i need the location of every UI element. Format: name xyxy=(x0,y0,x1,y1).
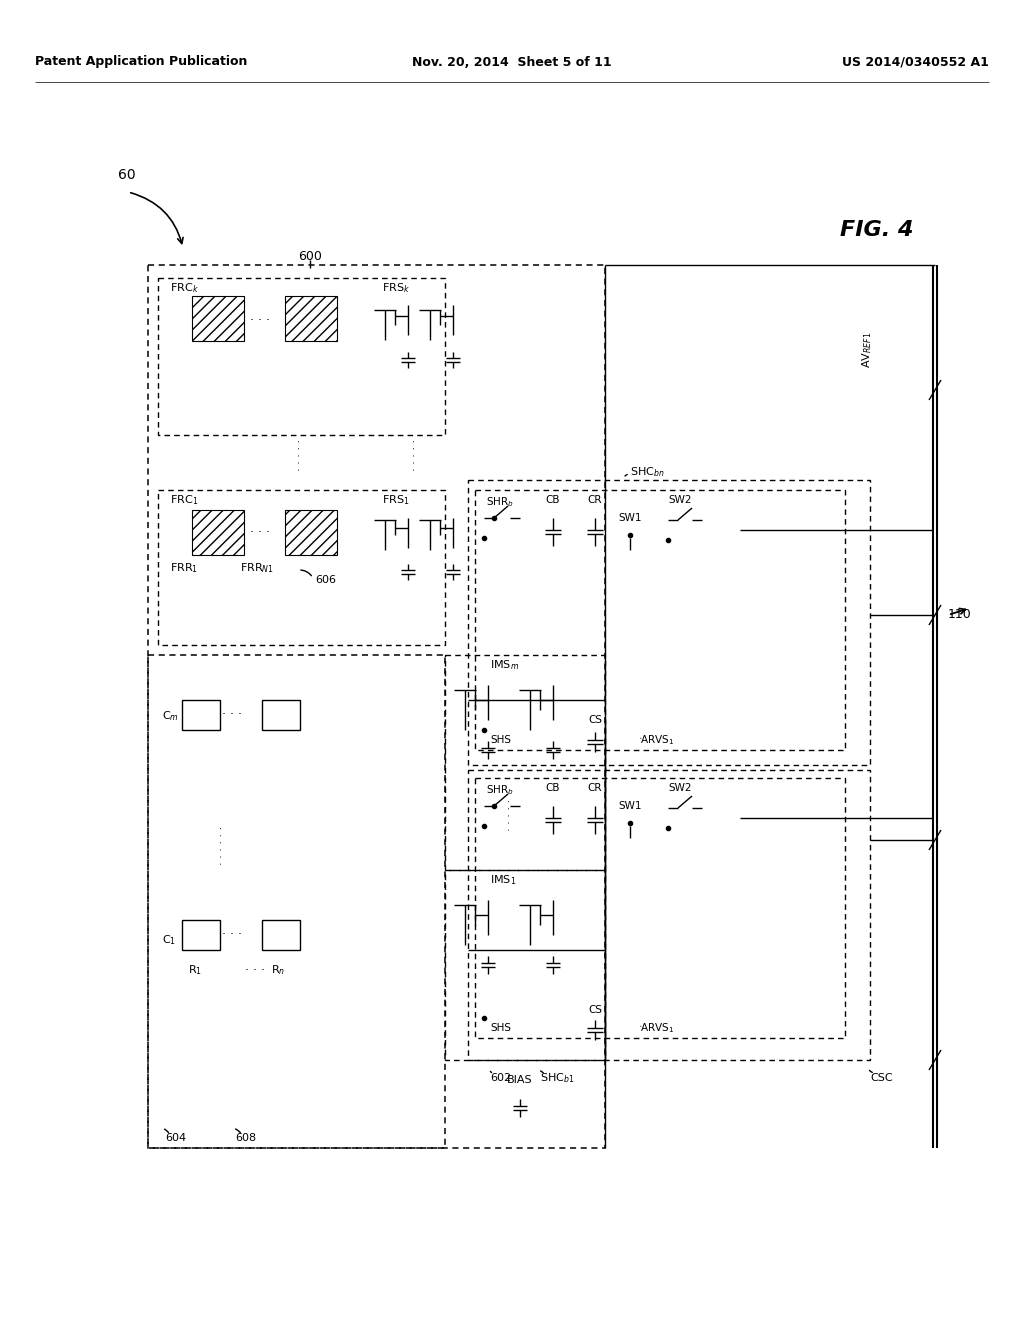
Text: BIAS: BIAS xyxy=(507,1074,532,1085)
Text: SHC$_{bn}$: SHC$_{bn}$ xyxy=(630,465,665,479)
Text: CSC: CSC xyxy=(870,1073,893,1082)
Bar xyxy=(262,920,300,950)
Text: FRS$_1$: FRS$_1$ xyxy=(382,494,410,507)
Text: R$_1$: R$_1$ xyxy=(188,964,202,977)
Text: Nov. 20, 2014  Sheet 5 of 11: Nov. 20, 2014 Sheet 5 of 11 xyxy=(413,55,611,69)
Text: 602: 602 xyxy=(490,1073,511,1082)
Text: · · · · · ·: · · · · · · xyxy=(217,825,227,865)
Bar xyxy=(182,920,220,950)
Text: FRR$_{N1}$: FRR$_{N1}$ xyxy=(240,561,274,576)
Text: FRC$_k$: FRC$_k$ xyxy=(170,281,199,294)
Text: C$_1$: C$_1$ xyxy=(162,933,176,946)
Text: · · ·: · · · xyxy=(222,928,242,941)
Text: SHS: SHS xyxy=(490,735,511,744)
Text: CS: CS xyxy=(588,1005,602,1015)
Text: FRC$_1$: FRC$_1$ xyxy=(170,494,199,507)
Text: C$_m$: C$_m$ xyxy=(162,709,179,723)
Text: IMS$_m$: IMS$_m$ xyxy=(490,659,519,672)
Bar xyxy=(262,700,300,730)
Text: SW1: SW1 xyxy=(618,513,642,523)
Text: CR: CR xyxy=(588,495,602,506)
Text: SHS: SHS xyxy=(490,1023,511,1034)
Text: CB: CB xyxy=(546,495,560,506)
Text: SHR$_b$: SHR$_b$ xyxy=(486,495,514,510)
Text: SHC$_{b1}$: SHC$_{b1}$ xyxy=(540,1071,574,1085)
Text: · · · · ·: · · · · · xyxy=(505,799,515,832)
Text: AV$_{REF1}$: AV$_{REF1}$ xyxy=(860,331,873,368)
Text: 608: 608 xyxy=(234,1133,256,1143)
Text: FRR$_1$: FRR$_1$ xyxy=(170,561,199,576)
Text: 110: 110 xyxy=(948,609,972,622)
Text: · · ·: · · · xyxy=(222,709,242,722)
Text: 60: 60 xyxy=(118,168,135,182)
Text: · · ·: · · · xyxy=(250,314,270,326)
Text: R$_n$: R$_n$ xyxy=(271,964,285,977)
Text: CR: CR xyxy=(588,783,602,793)
Bar xyxy=(182,700,220,730)
Text: 606: 606 xyxy=(315,576,336,585)
Text: IMS$_1$: IMS$_1$ xyxy=(490,873,516,887)
Text: · · ·: · · · xyxy=(250,527,270,540)
Text: ARVS$_1$: ARVS$_1$ xyxy=(640,733,674,747)
Text: CS: CS xyxy=(588,715,602,725)
Bar xyxy=(193,296,244,341)
Text: SW2: SW2 xyxy=(669,783,692,793)
Text: SW1: SW1 xyxy=(618,801,642,810)
Text: FRS$_k$: FRS$_k$ xyxy=(382,281,410,294)
Text: US 2014/0340552 A1: US 2014/0340552 A1 xyxy=(842,55,989,69)
Text: 600: 600 xyxy=(298,251,322,264)
Text: SW2: SW2 xyxy=(669,495,692,506)
Text: SHR$_b$: SHR$_b$ xyxy=(486,783,514,797)
Text: · · · · ·: · · · · · xyxy=(410,440,420,471)
Text: CB: CB xyxy=(546,783,560,793)
Bar xyxy=(285,296,337,341)
Text: ARVS$_1$: ARVS$_1$ xyxy=(640,1022,674,1035)
Text: · · · · ·: · · · · · xyxy=(295,440,305,471)
Text: Patent Application Publication: Patent Application Publication xyxy=(35,55,248,69)
Text: 604: 604 xyxy=(165,1133,186,1143)
Text: FIG. 4: FIG. 4 xyxy=(840,220,913,240)
Bar xyxy=(285,510,337,554)
Text: · · ·: · · · xyxy=(245,964,265,977)
Bar xyxy=(193,510,244,554)
